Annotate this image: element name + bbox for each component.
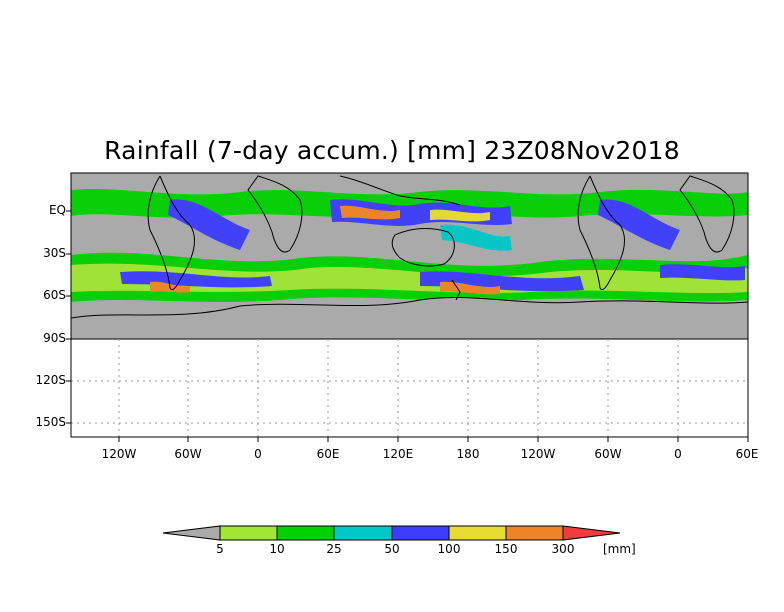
colorbar-swatch-150-300: [505, 525, 564, 541]
x-tick-label: 60W: [594, 447, 622, 461]
colorbar-label: 10: [269, 542, 285, 556]
map-frame: [70, 172, 749, 438]
colorbar-label: 150: [494, 542, 518, 556]
colorbar-swatch-5-10: [219, 525, 278, 541]
colorbar: [162, 525, 621, 541]
colorbar-label: 50: [384, 542, 400, 556]
colorbar-swatch-below-5: [162, 525, 221, 541]
x-tick-label: 0: [254, 447, 262, 461]
x-tick-label: 120W: [101, 447, 137, 461]
x-tick-label: 120E: [382, 447, 414, 461]
x-tick-label: 0: [674, 447, 682, 461]
colorbar-swatch-100-150: [448, 525, 507, 541]
y-ticks: [66, 210, 71, 424]
gridlines: [71, 339, 748, 437]
x-tick-label: 120W: [520, 447, 556, 461]
coastlines: [147, 175, 735, 301]
x-tick-label: 180: [456, 447, 480, 461]
y-tick-label: 90S: [43, 331, 66, 345]
colorbar-label: 25: [326, 542, 342, 556]
colorbar-swatch-25-50: [333, 525, 393, 541]
x-tick-label: 60W: [174, 447, 202, 461]
antarctica-outline: [70, 296, 749, 340]
x-tick-label: 60E: [316, 447, 340, 461]
colorbar-swatch-above-300: [562, 525, 621, 541]
y-tick-label: 30S: [43, 246, 66, 260]
colorbar-label: 5: [216, 542, 224, 556]
x-ticks: [118, 437, 749, 442]
y-tick-label: 150S: [35, 415, 66, 429]
colorbar-label: 100: [437, 542, 461, 556]
colorbar-swatch-50-100: [391, 525, 450, 541]
y-tick-label: 60S: [43, 288, 66, 302]
y-tick-label: EQ: [48, 203, 66, 217]
y-tick-label: 120S: [35, 373, 66, 387]
x-tick-label: 60E: [735, 447, 759, 461]
colorbar-units: [mm]: [603, 542, 636, 556]
colorbar-swatch-10-25: [276, 525, 335, 541]
map-title: Rainfall (7-day accum.) [mm] 23Z08Nov201…: [104, 136, 680, 165]
colorbar-label: 300: [551, 542, 575, 556]
